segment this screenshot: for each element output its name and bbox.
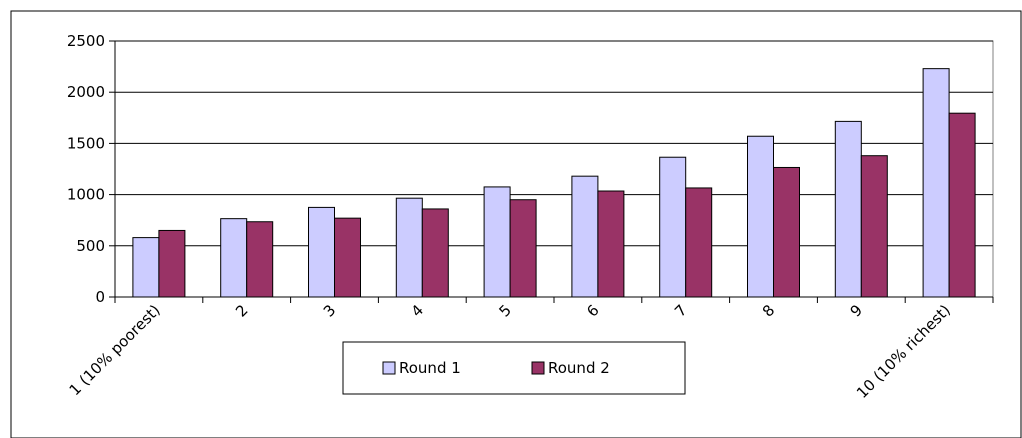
bar-round-2-3 [334, 217, 361, 298]
bar-round-2-8 [773, 166, 800, 298]
legend-box [342, 341, 686, 395]
bar-round-2-4 [421, 208, 449, 298]
bar-round-1-8 [747, 135, 774, 298]
bar-round-2-6 [597, 190, 625, 298]
y-tick-label: 2000 [67, 83, 105, 101]
bar-round-2-9 [860, 155, 888, 298]
bar-round-1-3 [308, 206, 335, 298]
bars [132, 68, 976, 298]
bar-round-1-4 [395, 197, 423, 298]
bar-round-1-7 [659, 156, 687, 298]
bar-round-1-9 [834, 120, 862, 298]
legend-swatch-round-1 [382, 361, 396, 375]
legend-label-round-1: Round 1 [399, 359, 461, 377]
y-tick-label: 1000 [67, 186, 105, 204]
y-axis: 0 500 1000 1500 2000 2500 [67, 32, 116, 306]
legend-swatch-round-2 [531, 361, 545, 375]
legend-label-round-2: Round 2 [548, 359, 610, 377]
bar-round-1-10 [922, 68, 950, 298]
bar-round-1-2 [220, 218, 248, 298]
y-tick-label: 500 [76, 237, 105, 255]
bar-round-2-1 [158, 229, 186, 298]
bar-round-2-7 [685, 187, 713, 298]
bar-round-1-5 [483, 186, 511, 298]
bar-round-2-10 [948, 112, 976, 298]
y-tick-label: 2500 [67, 32, 105, 50]
legend: Round 1 Round 2 [342, 341, 686, 395]
bar-round-2-2 [246, 221, 274, 298]
y-tick-label: 0 [95, 288, 105, 306]
bar-round-2-5 [509, 199, 537, 298]
y-tick-label: 1500 [67, 134, 105, 152]
bar-round-1-6 [571, 175, 599, 298]
bar-round-1-1 [132, 237, 160, 298]
